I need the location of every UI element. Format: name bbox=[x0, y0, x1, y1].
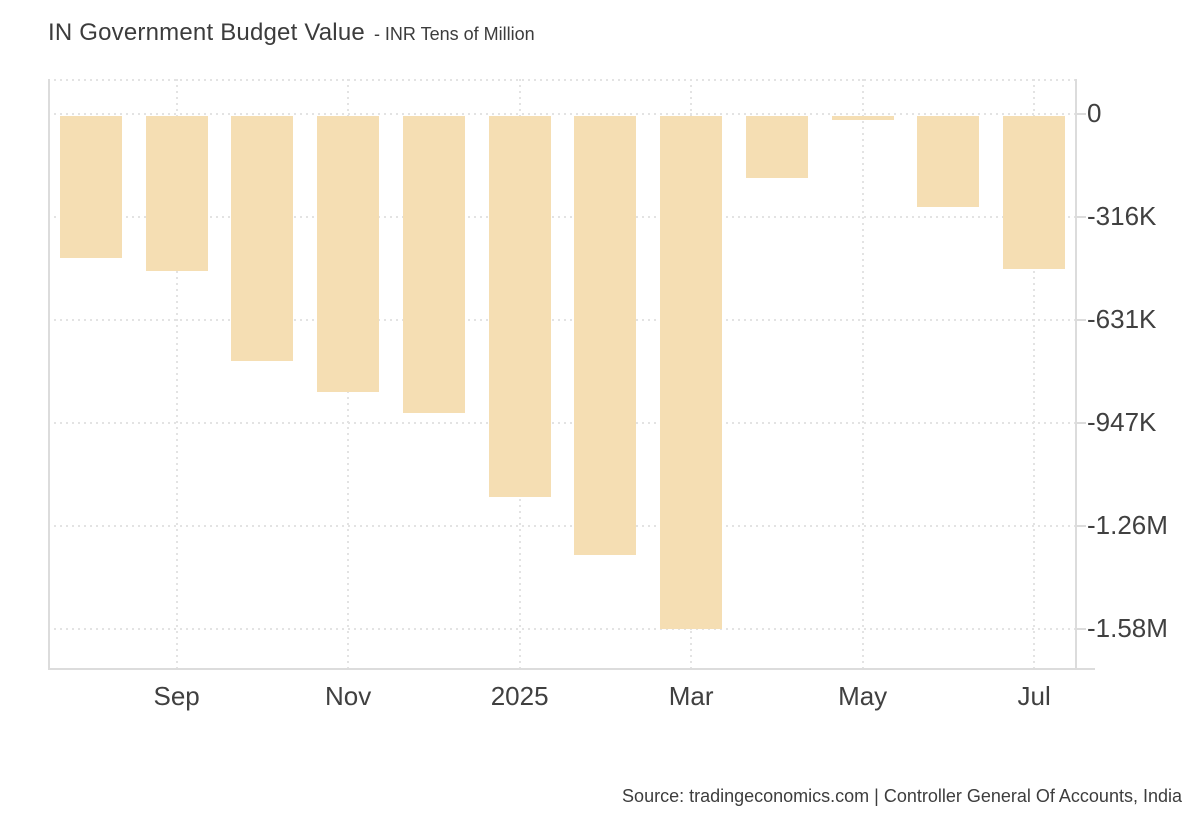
y-axis-tick bbox=[1077, 112, 1086, 115]
y-axis-tick bbox=[1077, 319, 1086, 322]
v-gridline bbox=[175, 79, 178, 670]
bar-jul-2025[interactable] bbox=[1003, 115, 1066, 269]
bars-layer bbox=[48, 79, 1077, 670]
bar-dec-2024[interactable] bbox=[402, 115, 465, 413]
y-axis-label: 0 bbox=[1087, 97, 1102, 128]
y-axis-label: -316K bbox=[1087, 200, 1157, 231]
h-gridline bbox=[48, 319, 1077, 322]
bar-sep-2024[interactable] bbox=[145, 115, 208, 271]
chart-header: IN Government Budget Value - INR Tens of… bbox=[48, 19, 535, 47]
y-axis-tick bbox=[1077, 525, 1086, 528]
x-axis-line bbox=[48, 668, 1095, 670]
x-axis-label: Sep bbox=[153, 681, 200, 711]
h-gridline bbox=[48, 215, 1077, 218]
h-gridline bbox=[48, 422, 1077, 425]
h-gridline bbox=[48, 628, 1077, 631]
y-axis-label: -947K bbox=[1087, 406, 1157, 437]
h-gridline bbox=[48, 525, 1077, 528]
bar-mar-2025[interactable] bbox=[660, 115, 723, 630]
bar-feb-2025[interactable] bbox=[574, 115, 637, 555]
bar-jan-2025[interactable] bbox=[488, 115, 551, 497]
bar-jun-2025[interactable] bbox=[917, 115, 980, 207]
x-axis-label: Nov bbox=[325, 681, 372, 711]
y-axis-tick bbox=[1077, 422, 1086, 425]
v-gridline bbox=[861, 79, 864, 670]
x-axis-labels: Sep Nov 2025 Mar May Jul bbox=[48, 79, 1077, 711]
chart-subtitle: - INR Tens of Million bbox=[373, 24, 535, 44]
x-axis-label: 2025 bbox=[490, 681, 549, 711]
bar-aug-2024[interactable] bbox=[59, 115, 122, 258]
bar-nov-2024[interactable] bbox=[317, 115, 380, 392]
plot-area: 0 -316K -631K -947K -1.26M -1.58M Sep Nov 2025 M… bbox=[48, 79, 1168, 711]
y-axis-labels: 0 -316K -631K -947K -1.26M -1.58M bbox=[48, 79, 1168, 670]
bar-may-2025[interactable] bbox=[831, 115, 894, 121]
x-axis-label: Jul bbox=[1017, 681, 1051, 711]
x-axis-label: May bbox=[838, 681, 888, 711]
y-axis-label: -1.58M bbox=[1087, 613, 1168, 644]
left-plot-border bbox=[48, 79, 50, 670]
plot-top-border bbox=[48, 79, 1077, 81]
bar-oct-2024[interactable] bbox=[231, 115, 294, 362]
v-gridline bbox=[1033, 79, 1036, 670]
h-gridline bbox=[48, 112, 1077, 115]
y-axis-label: -631K bbox=[1087, 303, 1157, 334]
y-axis-label: -1.26M bbox=[1087, 510, 1168, 541]
y-axis-tick bbox=[1077, 215, 1086, 218]
chart-title: IN Government Budget Value bbox=[48, 19, 365, 46]
source-attribution: Source: tradingeconomics.com | Controlle… bbox=[622, 786, 1182, 806]
bar-apr-2025[interactable] bbox=[745, 115, 808, 178]
y-axis-ticks bbox=[48, 79, 1086, 670]
y-axis-tick bbox=[1077, 628, 1086, 631]
y-axis-line bbox=[1075, 79, 1077, 670]
x-axis-label: Mar bbox=[668, 681, 714, 711]
